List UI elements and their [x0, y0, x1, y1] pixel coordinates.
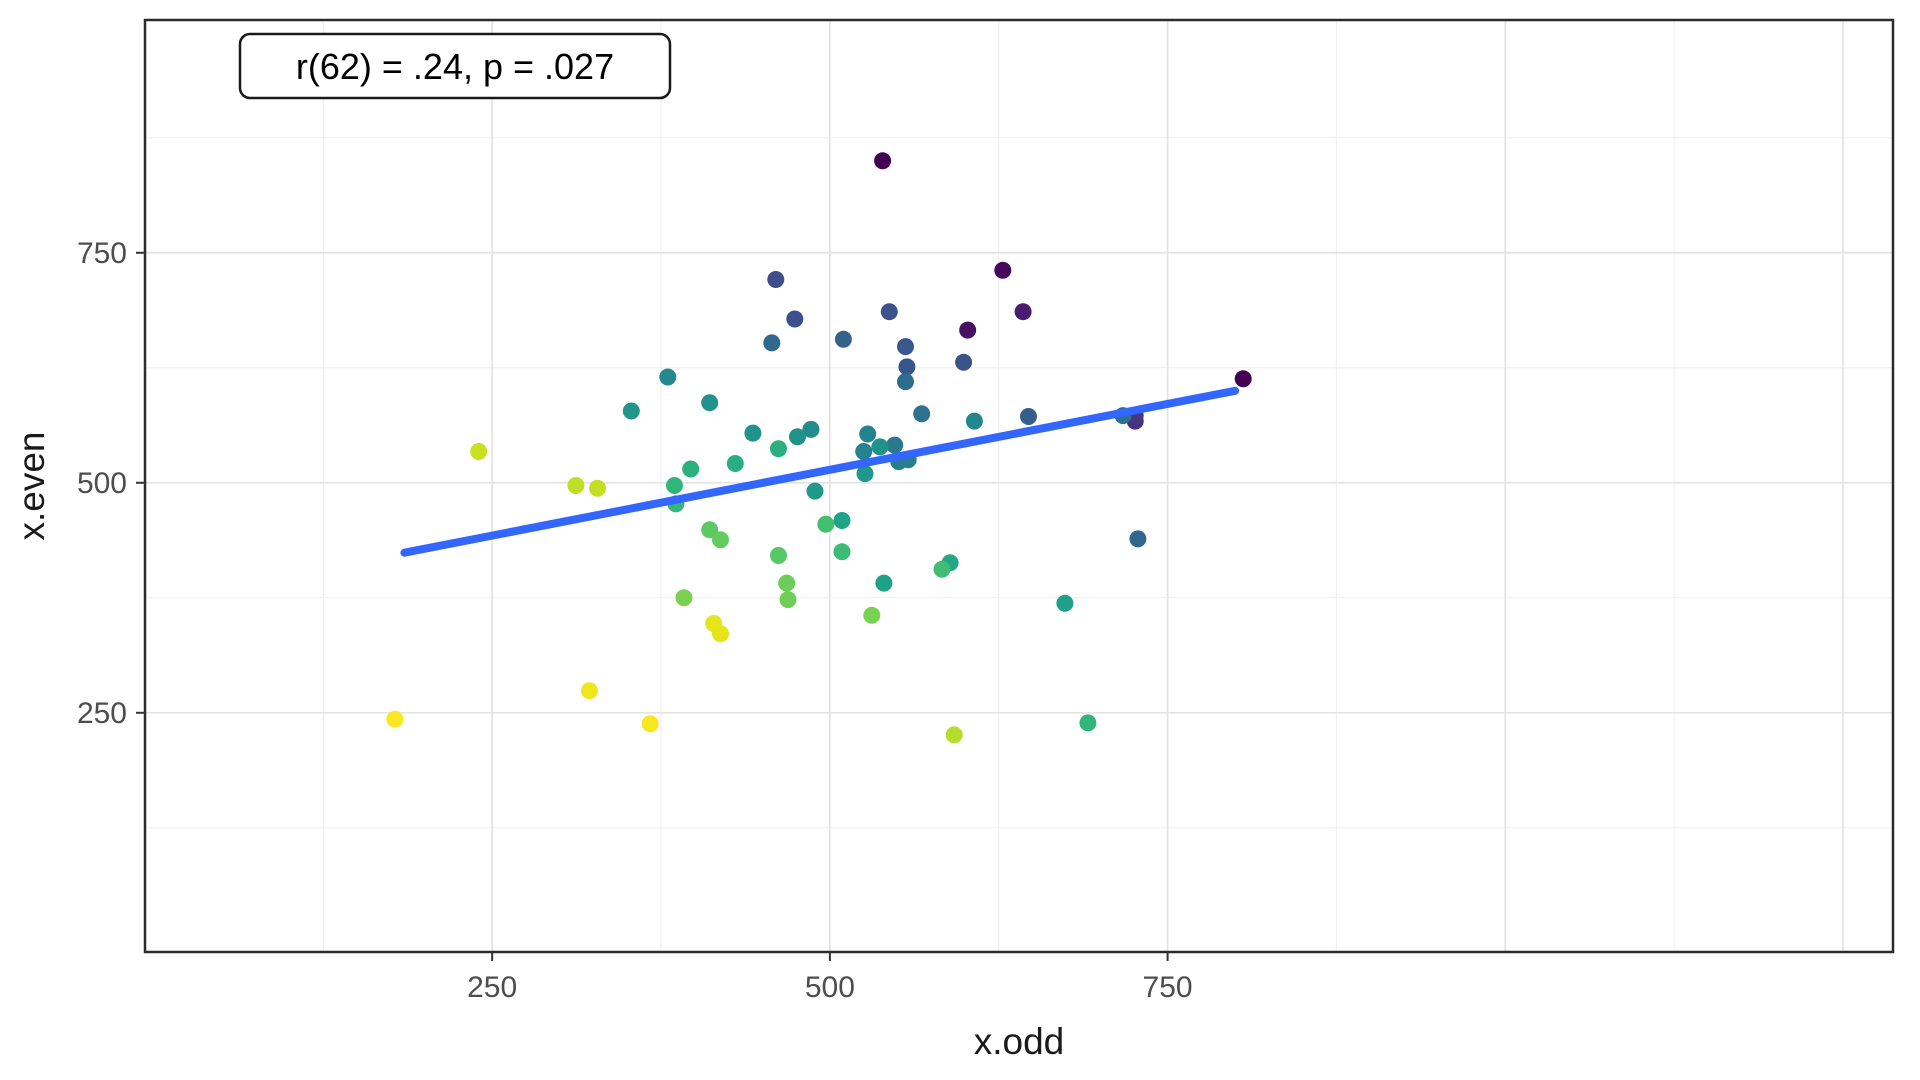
data-point [778, 574, 796, 592]
data-point [1129, 530, 1147, 548]
y-axis-title: x.even [11, 431, 52, 540]
data-point [1020, 408, 1037, 425]
data-point [856, 465, 874, 483]
data-point [580, 682, 598, 700]
regression-line [400, 386, 1240, 557]
data-point [880, 303, 898, 321]
data-point [875, 574, 893, 592]
data-point [863, 606, 881, 624]
data-point [1056, 594, 1074, 612]
data-point [641, 715, 659, 733]
data-point [726, 455, 744, 472]
data-point [965, 412, 983, 430]
data-point [567, 477, 585, 494]
data-point [712, 531, 729, 549]
data-point [898, 358, 916, 376]
data-point [834, 330, 852, 348]
data-point [886, 436, 904, 454]
data-point [806, 482, 824, 500]
y-tick-label: 250 [77, 697, 127, 730]
data-point [959, 321, 977, 339]
data-point [770, 547, 787, 564]
data-point [874, 152, 892, 170]
x-tick-label: 750 [1143, 971, 1193, 1004]
data-point [763, 334, 781, 352]
data-point [767, 271, 785, 288]
data-point [994, 261, 1012, 279]
data-point [789, 428, 806, 446]
data-point [589, 479, 606, 497]
plot-panel [145, 20, 1893, 952]
panel-border [143, 18, 1895, 954]
data-point [859, 425, 877, 443]
gridlines [145, 20, 1893, 952]
data-point [744, 424, 762, 442]
data-point [945, 726, 963, 744]
data-point [770, 440, 787, 458]
x-tick-label: 250 [467, 971, 517, 1004]
data-point [1014, 303, 1032, 321]
data-point [659, 368, 677, 386]
data-point [802, 420, 820, 438]
annotation-box [238, 32, 672, 100]
x-tick-label: 500 [805, 971, 855, 1004]
data-point [933, 560, 951, 578]
data-point [779, 591, 797, 609]
data-point [817, 515, 835, 533]
data-points [386, 152, 1252, 744]
data-point [955, 353, 973, 371]
data-point [682, 460, 700, 478]
data-point [1234, 370, 1252, 388]
correlation-annotation: r(62) = .24, p = .027 [238, 32, 672, 100]
data-point [833, 543, 851, 561]
data-point [897, 338, 914, 356]
data-point [622, 402, 640, 420]
data-point [1079, 714, 1097, 732]
data-point [786, 310, 804, 328]
data-point [675, 589, 693, 607]
data-point [712, 625, 729, 643]
data-point [386, 710, 404, 728]
data-point [913, 405, 931, 423]
data-point [701, 394, 719, 412]
y-tick-label: 500 [77, 467, 127, 500]
y-tick-label: 750 [77, 237, 127, 270]
annotation-text: r(62) = .24, p = .027 [296, 46, 614, 87]
data-point [470, 443, 488, 460]
data-point [666, 477, 683, 494]
data-point [855, 443, 873, 460]
axis-ticks: 250 500 750 250 500 750 [77, 237, 1193, 1004]
x-axis-title: x.odd [974, 1021, 1065, 1062]
data-point [871, 438, 889, 456]
data-point [833, 512, 851, 529]
data-point [897, 373, 914, 391]
data-point [701, 521, 719, 539]
